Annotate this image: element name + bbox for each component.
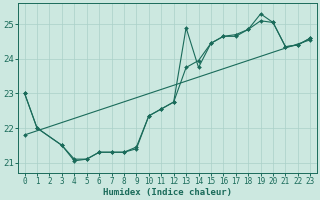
X-axis label: Humidex (Indice chaleur): Humidex (Indice chaleur) (103, 188, 232, 197)
